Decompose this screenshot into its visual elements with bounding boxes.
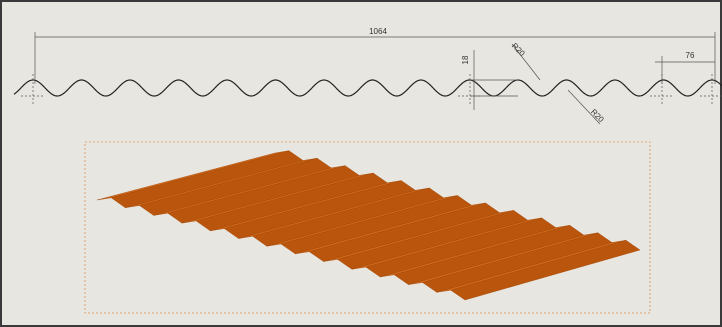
drawing: 1064 18 R20 R20 76	[0, 0, 722, 327]
width-label: 1064	[369, 27, 387, 36]
height-label: 18	[461, 55, 470, 64]
pitch-label: 76	[686, 51, 695, 60]
sheet-background	[1, 1, 721, 326]
